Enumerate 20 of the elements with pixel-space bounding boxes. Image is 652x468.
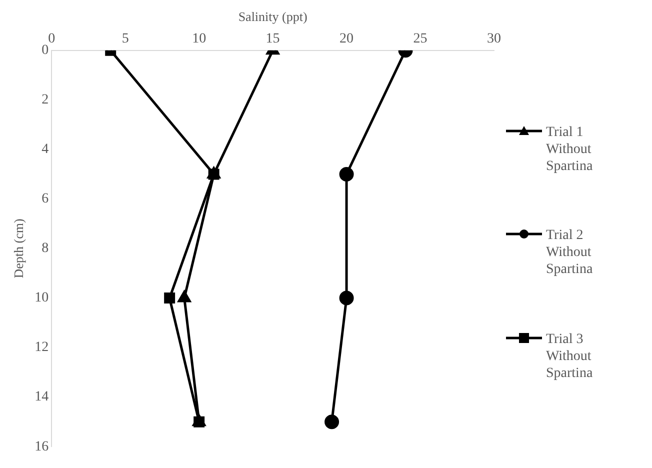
y-tick-label: 12: [34, 340, 49, 356]
y-tick-label: 0: [42, 43, 49, 58]
x-tick-label: 25: [413, 32, 428, 47]
x-tick-label: 10: [192, 32, 206, 47]
y-tick-label: 6: [42, 192, 49, 207]
y-tick-label: 16: [34, 439, 49, 454]
y-tick-label: 4: [42, 142, 49, 158]
x-axis-title: Salinity (ppt): [238, 9, 308, 24]
y-tick-label: 14: [34, 390, 49, 405]
legend-label: Trial 1 Without Spartina: [546, 124, 594, 176]
x-tick-label: 30: [487, 32, 501, 47]
x-tick-label: 20: [340, 32, 354, 47]
x-tick-label: 15: [266, 32, 280, 47]
y-tick-label: 8: [42, 241, 49, 256]
y-axis-title: Depth (cm): [11, 218, 26, 278]
x-tick-label: 5: [122, 32, 129, 47]
y-tick-label: 2: [42, 92, 49, 108]
legend-label: Trial 3 Without Spartina: [546, 330, 594, 382]
legend-label: Trial 2 Without Spartina: [546, 227, 594, 278]
y-tick-label: 10: [34, 290, 49, 306]
